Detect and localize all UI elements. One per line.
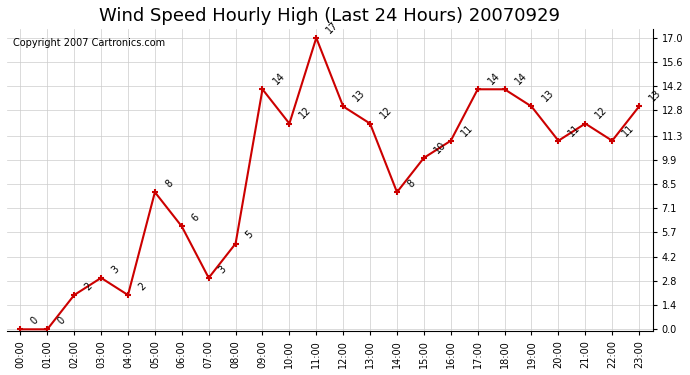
Text: 12: 12: [378, 105, 394, 121]
Text: 11: 11: [566, 122, 582, 138]
Text: 13: 13: [540, 88, 555, 104]
Text: 14: 14: [513, 71, 529, 87]
Text: Copyright 2007 Cartronics.com: Copyright 2007 Cartronics.com: [13, 38, 166, 48]
Title: Wind Speed Hourly High (Last 24 Hours) 20070929: Wind Speed Hourly High (Last 24 Hours) 2…: [99, 7, 560, 25]
Text: 8: 8: [405, 178, 417, 189]
Text: 3: 3: [110, 264, 121, 275]
Text: 5: 5: [244, 230, 255, 241]
Text: 6: 6: [190, 212, 201, 223]
Text: 13: 13: [647, 88, 663, 104]
Text: 12: 12: [593, 105, 609, 121]
Text: 11: 11: [459, 122, 475, 138]
Text: 0: 0: [29, 315, 40, 327]
Text: 11: 11: [620, 122, 636, 138]
Text: 13: 13: [351, 88, 367, 104]
Text: 2: 2: [137, 281, 148, 292]
Text: 8: 8: [164, 178, 175, 189]
Text: 3: 3: [217, 264, 228, 275]
Text: 17: 17: [324, 19, 340, 35]
Text: 10: 10: [432, 140, 448, 155]
Text: 12: 12: [297, 105, 313, 121]
Text: 2: 2: [83, 281, 94, 292]
Text: 14: 14: [270, 71, 286, 87]
Text: 0: 0: [56, 315, 67, 327]
Text: 14: 14: [486, 71, 502, 87]
